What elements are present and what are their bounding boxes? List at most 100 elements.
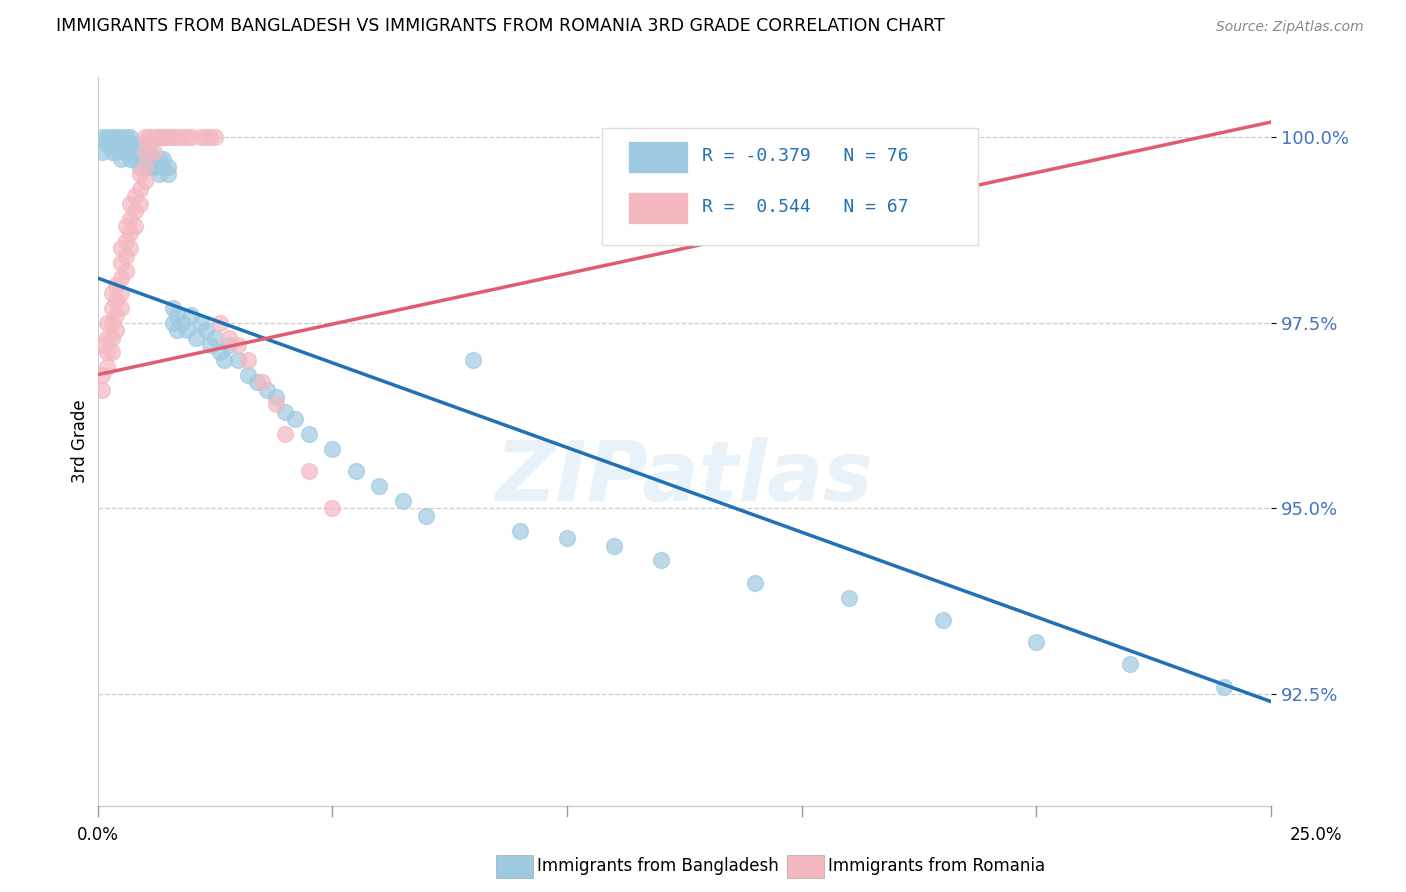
- Point: [134, 145, 156, 159]
- Point: [120, 137, 142, 152]
- Point: [134, 174, 156, 188]
- Point: [110, 271, 132, 285]
- Point: [105, 278, 128, 293]
- Point: [96, 137, 118, 152]
- Point: [931, 613, 953, 627]
- Point: [124, 189, 146, 203]
- Point: [124, 145, 146, 159]
- Point: [124, 152, 146, 166]
- Point: [170, 129, 193, 144]
- Point: [105, 129, 128, 144]
- Point: [138, 145, 160, 159]
- Point: [96, 360, 118, 375]
- Point: [415, 508, 437, 523]
- FancyBboxPatch shape: [602, 128, 977, 245]
- Point: [91, 368, 114, 382]
- Point: [114, 263, 136, 277]
- Text: IMMIGRANTS FROM BANGLADESH VS IMMIGRANTS FROM ROMANIA 3RD GRADE CORRELATION CHAR: IMMIGRANTS FROM BANGLADESH VS IMMIGRANTS…: [56, 17, 945, 35]
- Point: [114, 249, 136, 263]
- Point: [91, 129, 114, 144]
- Point: [236, 352, 259, 367]
- Point: [555, 531, 578, 545]
- Text: Source: ZipAtlas.com: Source: ZipAtlas.com: [1216, 21, 1364, 34]
- Text: ZIPatlas: ZIPatlas: [495, 437, 873, 518]
- Point: [114, 137, 136, 152]
- Point: [110, 256, 132, 270]
- Point: [142, 129, 165, 144]
- Point: [391, 494, 413, 508]
- Point: [91, 338, 114, 352]
- Point: [138, 129, 160, 144]
- Y-axis label: 3rd Grade: 3rd Grade: [72, 400, 89, 483]
- Point: [166, 129, 188, 144]
- Point: [134, 145, 156, 159]
- Point: [100, 129, 122, 144]
- Point: [461, 352, 484, 367]
- Point: [256, 383, 278, 397]
- Point: [91, 383, 114, 397]
- Point: [264, 397, 287, 411]
- Point: [156, 167, 179, 181]
- Point: [603, 539, 626, 553]
- Point: [170, 316, 193, 330]
- Point: [214, 352, 236, 367]
- Point: [120, 196, 142, 211]
- Point: [105, 293, 128, 308]
- Point: [250, 375, 273, 389]
- Point: [166, 308, 188, 322]
- Point: [180, 129, 202, 144]
- Point: [208, 345, 231, 359]
- Point: [105, 308, 128, 322]
- Point: [138, 137, 160, 152]
- Point: [1213, 680, 1236, 694]
- Point: [134, 129, 156, 144]
- Point: [105, 323, 128, 337]
- Point: [148, 167, 170, 181]
- Point: [124, 219, 146, 233]
- Point: [142, 160, 165, 174]
- Point: [124, 204, 146, 219]
- Point: [124, 137, 146, 152]
- Point: [208, 316, 231, 330]
- Point: [200, 129, 222, 144]
- Point: [96, 345, 118, 359]
- Point: [110, 301, 132, 315]
- Point: [162, 129, 184, 144]
- Text: R = -0.379   N = 76: R = -0.379 N = 76: [702, 147, 908, 165]
- Point: [1025, 635, 1047, 649]
- Point: [96, 129, 118, 144]
- Point: [110, 129, 132, 144]
- Point: [128, 160, 150, 174]
- Point: [274, 427, 297, 442]
- Point: [176, 129, 198, 144]
- Point: [162, 316, 184, 330]
- Point: [152, 160, 174, 174]
- Point: [321, 442, 343, 456]
- Point: [134, 160, 156, 174]
- Point: [120, 227, 142, 241]
- Point: [162, 301, 184, 315]
- Point: [142, 152, 165, 166]
- Point: [274, 405, 297, 419]
- Point: [100, 137, 122, 152]
- Point: [176, 323, 198, 337]
- Point: [298, 427, 321, 442]
- Point: [284, 412, 307, 426]
- Point: [1119, 657, 1142, 672]
- Point: [186, 330, 208, 344]
- Point: [152, 129, 174, 144]
- Point: [110, 152, 132, 166]
- Point: [156, 160, 179, 174]
- Point: [298, 464, 321, 478]
- Point: [218, 338, 240, 352]
- Point: [246, 375, 269, 389]
- Point: [120, 145, 142, 159]
- Text: Immigrants from Romania: Immigrants from Romania: [828, 857, 1045, 875]
- Point: [228, 352, 250, 367]
- Point: [100, 301, 122, 315]
- Point: [190, 316, 212, 330]
- Point: [114, 129, 136, 144]
- Point: [156, 129, 179, 144]
- Point: [321, 501, 343, 516]
- Point: [100, 330, 122, 344]
